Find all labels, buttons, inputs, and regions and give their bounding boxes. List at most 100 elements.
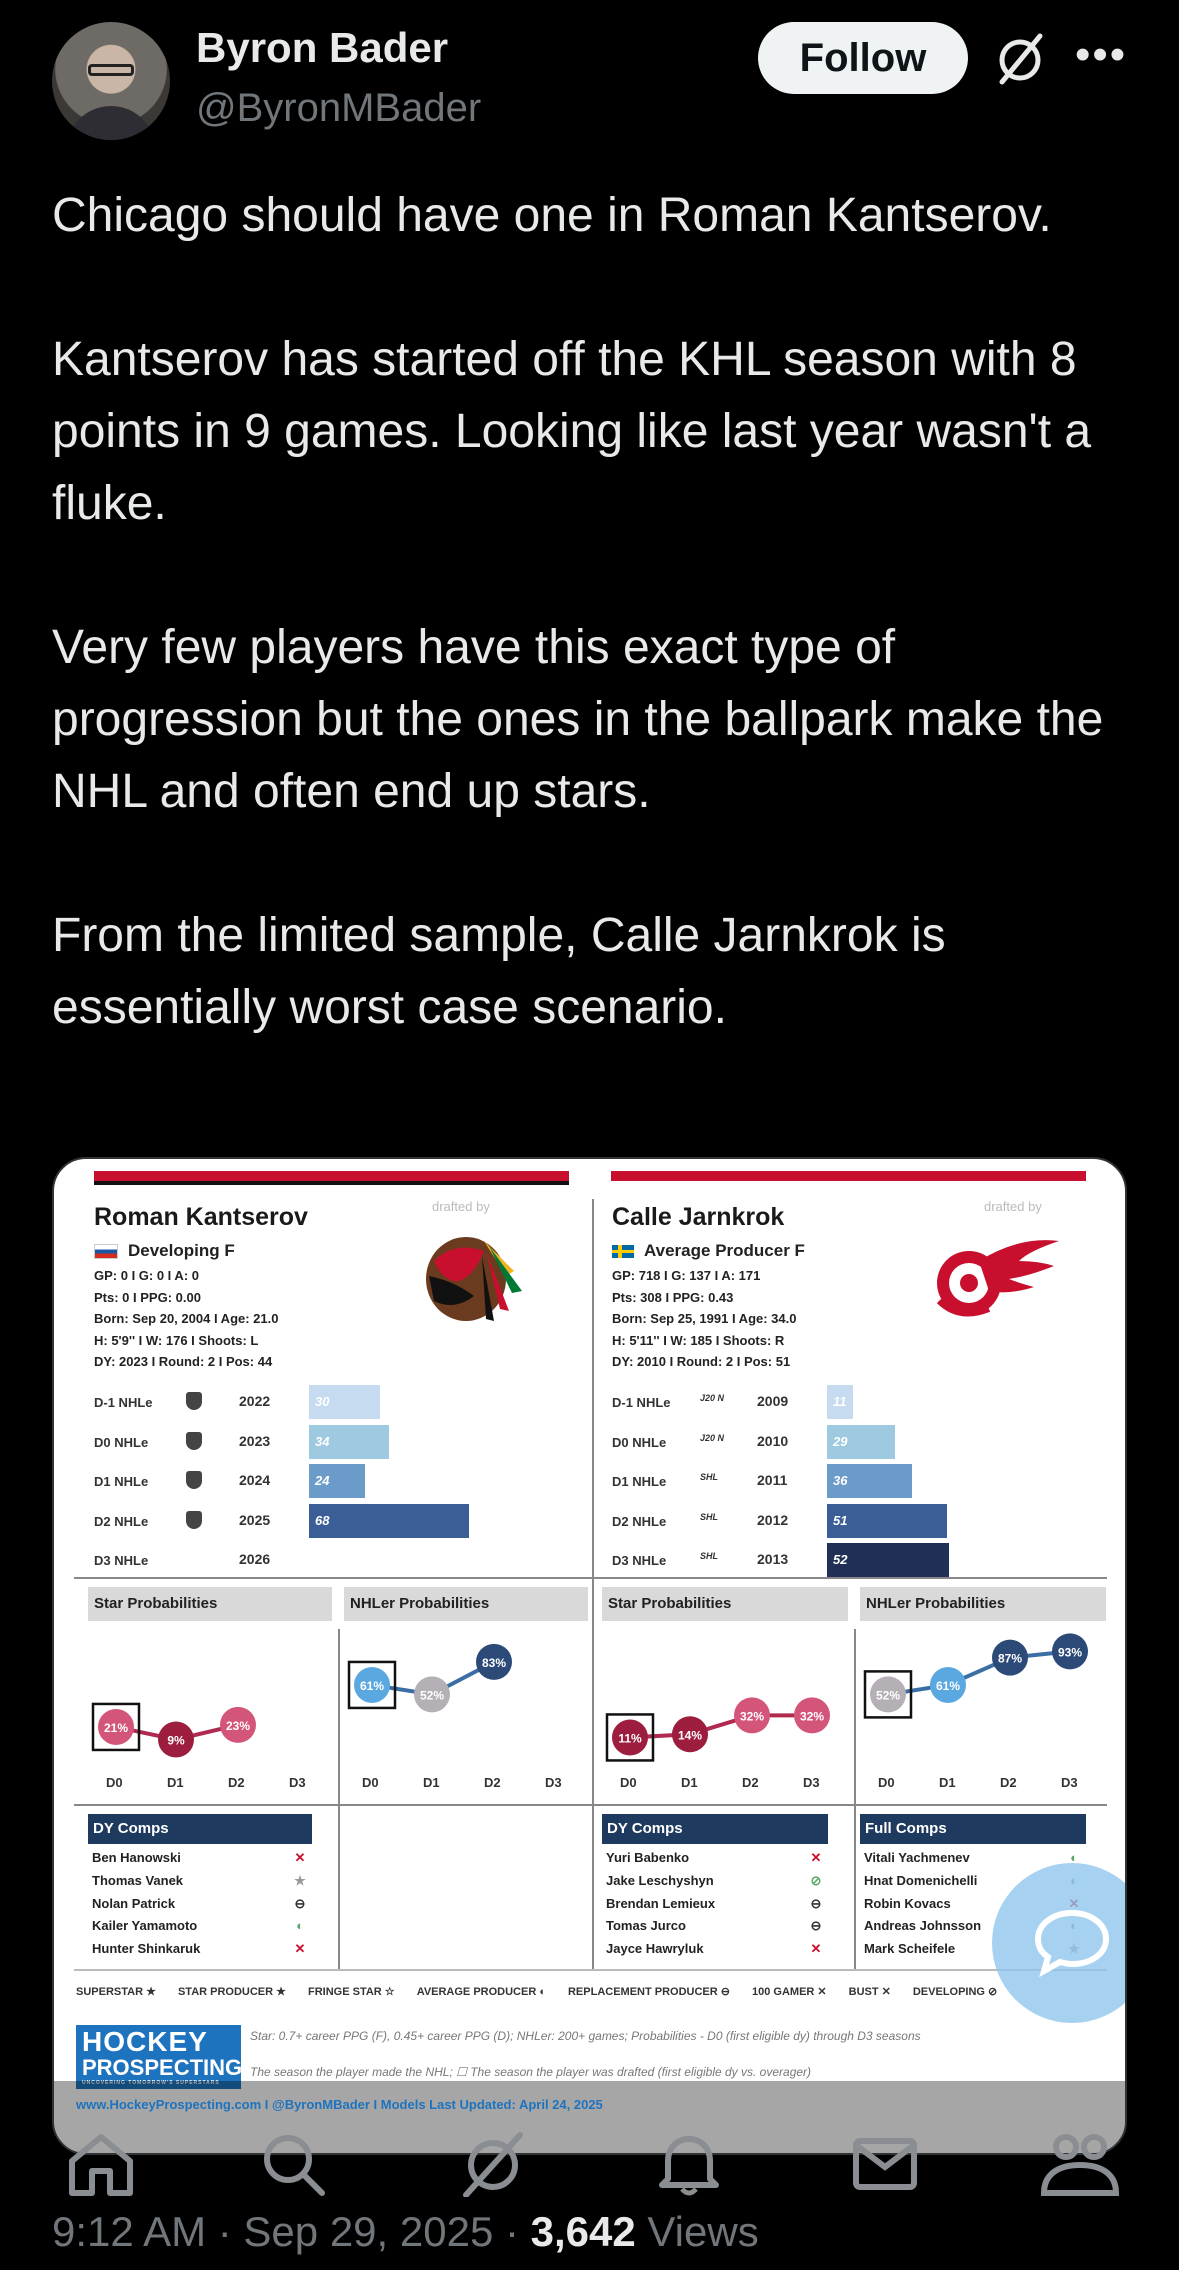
nhle-bar: 11: [827, 1385, 853, 1419]
author-name[interactable]: Byron Bader: [196, 24, 449, 71]
grok-icon[interactable]: [994, 30, 1046, 86]
follow-button[interactable]: Follow: [758, 22, 968, 94]
legend: SUPERSTAR ★ STAR PRODUCER ★ FRINGE STAR ☆ A…: [76, 1985, 1019, 1998]
tweet-image[interactable]: Roman Kantserov drafted by Developing F …: [52, 1157, 1127, 2155]
communities-icon[interactable]: [1040, 2131, 1120, 2197]
comp-item: Hunter Shinkaruk ✕: [92, 1938, 310, 1961]
prob-point: [794, 1697, 830, 1734]
draft-year-box: [347, 1660, 397, 1710]
right-nhl-chart: 52% 61% 87% 93%: [863, 1633, 1088, 1719]
comp-name: Kailer Yamamoto: [92, 1918, 198, 1934]
comp-name: Tomas Jurco: [606, 1918, 686, 1934]
prob-point: [98, 1708, 134, 1745]
legend-item: FRINGE STAR ☆: [308, 1986, 395, 1998]
russia-flag-icon: [94, 1244, 118, 1260]
right-full-comps-header: Full Comps: [860, 1814, 1086, 1844]
prob-label: 83%: [482, 1656, 506, 1670]
grok-nav-icon[interactable]: [458, 2131, 528, 2197]
prob-label: 87%: [998, 1652, 1022, 1666]
draft-year-tick: D1: [681, 1775, 698, 1790]
comp-name: Andreas Johnsson: [864, 1918, 982, 1934]
messages-icon[interactable]: [850, 2131, 920, 2197]
left-status: Developing F: [128, 1241, 235, 1260]
khl-icon: [186, 1392, 202, 1410]
left-nhl-header: NHLer Probabilities: [344, 1587, 588, 1621]
legend-item: SUPERSTAR ★: [76, 1986, 156, 1998]
left-meta: GP: 0 I G: 0 I A: 0 Pts: 0 I PPG: 0.00 B…: [94, 1265, 278, 1373]
comp-name: Jayce Hawryluk: [606, 1941, 704, 1957]
prob-point: [1052, 1633, 1088, 1670]
meta-line: H: 5'11'' I W: 185 I Shoots: R: [612, 1332, 785, 1348]
prob-point: [612, 1719, 648, 1756]
season-year: 2012: [757, 1511, 789, 1528]
season-year: 2023: [239, 1432, 271, 1449]
league-label: J20 N: [700, 1393, 725, 1403]
nhle-bar: 36: [827, 1464, 912, 1498]
season-label: D3 NHLe: [612, 1553, 667, 1568]
more-icon[interactable]: •••: [1075, 30, 1128, 79]
comp-item: Nolan Patrick ⊖: [92, 1893, 310, 1916]
season-label: D2 NHLe: [612, 1513, 667, 1529]
prob-point: [930, 1666, 966, 1703]
author-handle[interactable]: @ByronMBader: [196, 86, 482, 130]
draft-year-box: [91, 1702, 141, 1752]
meta-line: DY: 2010 I Round: 2 I Pos: 51: [612, 1354, 791, 1369]
prob-point: [158, 1721, 194, 1758]
comp-name: Robin Kovacs: [864, 1895, 951, 1911]
prob-point: [870, 1676, 906, 1713]
draft-year-tick: D0: [106, 1775, 123, 1790]
meta-line: Pts: 0 I PPG: 0.00: [94, 1289, 201, 1305]
right-drafted-by: drafted by: [984, 1199, 1042, 1214]
draft-year-tick: D3: [1061, 1775, 1078, 1790]
draft-year-tick: D0: [362, 1775, 379, 1790]
comp-item: Jake Leschyshyn ⊘: [606, 1870, 826, 1893]
meta-line: Pts: 308 I PPG: 0.43: [612, 1289, 734, 1305]
comp-item: Brendan Lemieux ⊖: [606, 1893, 826, 1916]
search-icon[interactable]: [258, 2131, 328, 2197]
prob-label: 61%: [360, 1679, 384, 1693]
season-label: D-1 NHLe: [612, 1395, 671, 1410]
season-label: D2 NHLe: [94, 1513, 149, 1529]
league-label: SHL: [700, 1511, 718, 1522]
khl-icon: [186, 1471, 202, 1489]
season-label: D3 NHLe: [94, 1553, 149, 1568]
comp-outcome-icon: ⊖: [810, 1918, 822, 1934]
avatar[interactable]: [52, 22, 170, 140]
meta-line: Born: Sep 20, 2004 I Age: 21.0: [94, 1311, 279, 1326]
chat-bubble-button[interactable]: [992, 1863, 1125, 2023]
comp-item: Tomas Jurco ⊖: [606, 1915, 826, 1938]
home-icon[interactable]: [66, 2131, 136, 2197]
comp-name: Yuri Babenko: [606, 1850, 690, 1865]
draft-year-tick: D2: [484, 1775, 501, 1790]
brand-line-2: PROSPECTING: [82, 2055, 243, 2080]
legend-item: AVERAGE PRODUCER ◐: [416, 1986, 546, 1998]
season-year: 2013: [757, 1551, 789, 1567]
nhle-value: 51: [833, 1512, 848, 1528]
meta-line: H: 5'9'' I W: 176 I Shoots: L: [94, 1332, 259, 1348]
divider: [74, 1804, 1107, 1806]
comp-outcome-icon: ✕: [810, 1850, 822, 1865]
meta-line: Born: Sep 25, 1991 I Age: 34.0: [612, 1311, 797, 1326]
legend-item: REPLACEMENT PRODUCER ⊖: [567, 1986, 730, 1998]
bottom-nav: [0, 2075, 1179, 2205]
notifications-icon[interactable]: [654, 2131, 724, 2197]
comp-outcome-icon: ✕: [294, 1941, 306, 1957]
comp-item: Thomas Vanek ★: [92, 1870, 310, 1893]
draft-year-tick: D3: [289, 1775, 306, 1790]
comp-outcome-icon: ⊖: [294, 1895, 306, 1911]
divider: [74, 1969, 1107, 1971]
comp-item: Yuri Babenko ✕: [606, 1847, 826, 1870]
nhle-value: 29: [833, 1433, 848, 1449]
tweet-header: Byron Bader @ByronMBader Follow •••: [0, 0, 1179, 160]
tweet-paragraph: Chicago should have one in Roman Kantser…: [52, 189, 1052, 242]
meta-line: DY: 2023 I Round: 2 I Pos: 44: [94, 1354, 273, 1369]
prob-point: [992, 1639, 1028, 1676]
draft-year-tick: D0: [620, 1775, 637, 1790]
prob-label: 23%: [226, 1719, 250, 1733]
prob-label: 9%: [167, 1734, 185, 1748]
comp-item: Ben Hanowski ✕: [92, 1847, 310, 1870]
season-row: D3 NHLe SHL 2013 52: [612, 1543, 950, 1577]
views-label: Views: [635, 2208, 759, 2255]
comp-outcome-icon: ★: [294, 1872, 306, 1888]
blackhawks-logo-icon: [426, 1237, 522, 1321]
